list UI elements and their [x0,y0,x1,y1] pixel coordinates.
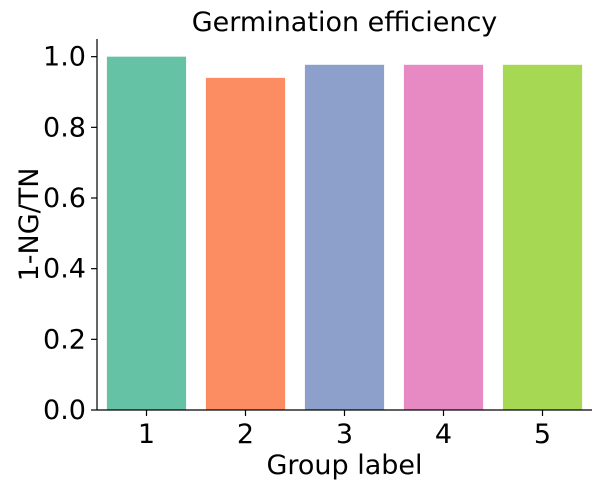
chart-title: Germination efficiency [192,7,498,38]
x-tick-label: 3 [336,419,353,450]
y-tick-label: 0.4 [43,254,86,285]
bar-5 [502,64,583,410]
x-axis-label: Group label [266,450,422,481]
axes-group [96,39,592,411]
y-tick-label: 0.8 [43,112,86,143]
bars-group [106,56,583,411]
y-tick-label: 0.6 [43,183,86,214]
bar-2 [205,77,286,410]
bar-4 [403,64,484,410]
y-tick-label: 0.0 [43,395,86,426]
y-ticks-group: 0.0 0.2 0.4 0.6 0.8 1.0 [43,42,97,426]
x-ticks-group: 1 2 3 4 5 [138,410,551,450]
y-axis-label: 1-NG/TN [14,168,45,282]
bar-1 [106,56,187,411]
y-tick-label: 1.0 [43,42,86,73]
x-tick-label: 2 [237,419,254,450]
y-tick-label: 0.2 [43,324,86,355]
x-tick-label: 5 [534,419,551,450]
bar-3 [304,64,385,410]
x-tick-label: 1 [138,419,155,450]
x-tick-label: 4 [435,419,452,450]
